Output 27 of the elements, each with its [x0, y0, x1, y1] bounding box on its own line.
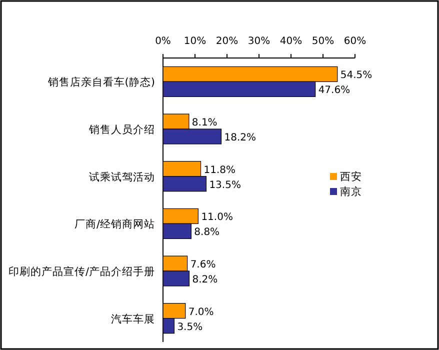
data-label: 7.6% — [190, 260, 216, 270]
data-label: 3.5% — [177, 322, 203, 333]
x-tick-label: 60% — [344, 36, 366, 47]
x-tick-label: 10% — [184, 36, 206, 47]
data-label: 8.1% — [192, 118, 218, 128]
data-label: 7.0% — [188, 306, 214, 318]
legend-label: 南京 — [340, 185, 362, 198]
data-label: 11.0% — [201, 212, 233, 224]
x-tick-label: 50% — [312, 36, 334, 47]
data-label: 8.2% — [192, 274, 218, 286]
data-label: 54.5% — [340, 70, 372, 82]
y-tick-label: 印刷的产品宣传/产品介绍手册 — [8, 265, 155, 278]
x-tick-label: 30% — [248, 36, 270, 47]
legend-label: 西安 — [340, 170, 362, 183]
x-tick-label: 20% — [216, 36, 238, 47]
data-label: 47.6% — [318, 85, 350, 96]
x-tick-label: 0% — [155, 36, 171, 47]
data-label: 11.8% — [204, 164, 236, 176]
y-tick-label: 销售店亲自看车(静态) — [46, 76, 155, 89]
x-tick-label: 40% — [280, 36, 302, 47]
y-tick-label: 销售人员介绍 — [88, 124, 155, 136]
y-tick-label: 试乘试驾活动 — [89, 170, 155, 184]
data-label: 18.2% — [224, 132, 256, 144]
y-tick-label: 汽车车展 — [111, 312, 155, 326]
data-label: 8.8% — [194, 227, 220, 238]
y-tick-label: 厂商/经销商网站 — [74, 218, 155, 231]
data-label: 13.5% — [209, 180, 241, 191]
